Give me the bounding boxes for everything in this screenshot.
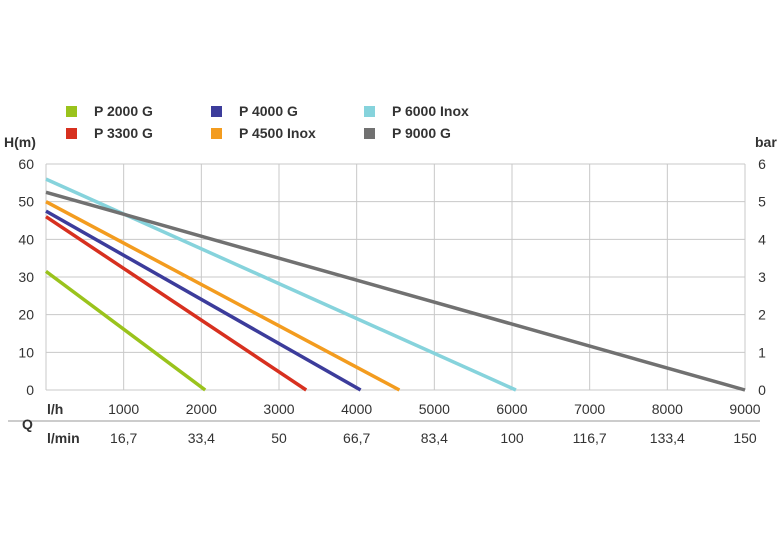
x-tick-label-lmin: 150 (733, 430, 757, 446)
legend-label-p-6000-inox: P 6000 Inox (392, 103, 469, 119)
legend-label-p-4000-g: P 4000 G (239, 103, 298, 119)
x-tick-label-lmin: 16,7 (110, 430, 137, 446)
x-tick-label-lh: 8000 (652, 401, 683, 417)
y-tick-label: 40 (18, 231, 34, 247)
bar-tick-label: 3 (758, 269, 766, 285)
legend-label-p-4500-inox: P 4500 Inox (239, 125, 316, 141)
y-tick-label: 10 (18, 344, 34, 360)
x-tick-label-lh: 3000 (263, 401, 294, 417)
y-tick-label: 50 (18, 194, 34, 210)
x-tick-label-lh: 2000 (186, 401, 217, 417)
series-line-p-4000-g (45, 209, 362, 392)
x-tick-label-lmin: 33,4 (188, 430, 215, 446)
legend-label-p-9000-g: P 9000 G (392, 125, 451, 141)
x-tick-label-lh: 9000 (729, 401, 760, 417)
legend-label-p-2000-g: P 2000 G (94, 103, 153, 119)
bar-tick-label: 4 (758, 231, 766, 247)
series-layer (44, 177, 746, 392)
series-line-p-2000-g (44, 269, 207, 392)
y-tick-label: 20 (18, 307, 34, 323)
x-tick-label-lh: 6000 (496, 401, 527, 417)
x-tick-label-lmin: 83,4 (421, 430, 448, 446)
x-tick-label-lh: 5000 (419, 401, 450, 417)
y-tick-label: 0 (26, 382, 34, 398)
series-line-p-3300-g (45, 215, 308, 392)
bar-tick-label: 1 (758, 344, 766, 360)
bar-tick-label: 6 (758, 156, 766, 172)
grid (8, 163, 760, 422)
x-tick-label-lh: 1000 (108, 401, 139, 417)
bar-tick-label: 2 (758, 307, 766, 323)
x-tick-label-lmin: 66,7 (343, 430, 370, 446)
x-row1-label: l/h (47, 401, 63, 417)
legend-swatch-p-2000-g (66, 106, 77, 117)
legend-swatch-p-6000-inox (364, 106, 375, 117)
bar-tick-label: 5 (758, 194, 766, 210)
tick-labels: 0 10 20 30 40 50 60 0 1 2 3 4 5 6 1000 2000 3000 4000 5000… (18, 156, 766, 446)
series-line-p-9000-g (45, 190, 746, 392)
legend-swatch-p-4500-inox (211, 128, 222, 139)
y-tick-label: 60 (18, 156, 34, 172)
x-tick-label-lmin: 50 (271, 430, 287, 446)
legend-label-p-3300-g: P 3300 G (94, 125, 153, 141)
left-axis-label: H(m) (4, 134, 36, 150)
legend: P 2000 G P 3300 G P 4000 G P 4500 Inox P 600… (66, 103, 469, 141)
right-axis-label: bar (755, 134, 777, 150)
x-tick-label-lmin: 100 (500, 430, 524, 446)
x-row2-label: l/min (47, 430, 80, 446)
x-tick-label-lmin: 116,7 (573, 430, 607, 446)
q-label: Q (22, 416, 33, 432)
x-tick-label-lh: 4000 (341, 401, 372, 417)
series-line-p-4500-inox (45, 200, 401, 392)
x-tick-label-lmin: 133,4 (650, 430, 685, 446)
y-tick-label: 30 (18, 269, 34, 285)
bar-tick-label: 0 (758, 382, 766, 398)
legend-swatch-p-4000-g (211, 106, 222, 117)
legend-swatch-p-9000-g (364, 128, 375, 139)
x-tick-label-lh: 7000 (574, 401, 605, 417)
legend-swatch-p-3300-g (66, 128, 77, 139)
